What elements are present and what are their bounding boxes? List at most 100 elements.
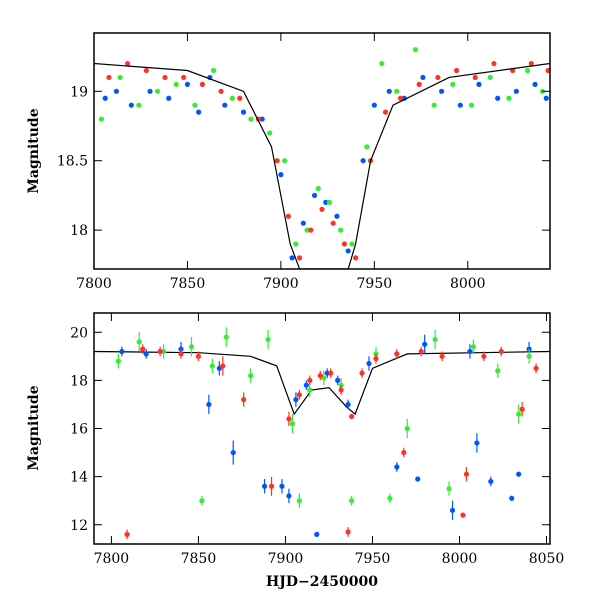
bottom-blue-point (303, 382, 309, 388)
bottom-red-point (348, 413, 355, 420)
bottom-red-point (345, 529, 351, 535)
top-blue-point (439, 88, 445, 94)
top-red-point (125, 60, 131, 67)
bottom-green-point (265, 336, 271, 343)
top-green-point (282, 158, 288, 164)
bottom-panel: 7800 7850 7900 7950 8000 8050 12 14 16 18 20 Magni… (26, 312, 564, 590)
bottom-red-point (394, 351, 400, 357)
bottom-blue-point (286, 493, 292, 499)
top-green-point (154, 88, 161, 94)
bottom-model-curve (94, 350, 550, 416)
top-green-point (524, 67, 531, 74)
bottom-red-point (296, 392, 302, 398)
bottom-green-point (223, 334, 229, 340)
top-blue-point (371, 102, 377, 108)
top-green-point (338, 227, 344, 233)
bottom-red-point (124, 531, 130, 537)
top-red-point (296, 255, 303, 261)
top-green-point (394, 88, 400, 94)
bottom-x-tick-label: 7800 (94, 551, 130, 567)
top-green-point (211, 67, 217, 74)
top-blue-point (532, 81, 538, 87)
top-green-point (229, 95, 235, 101)
top-blue-point (184, 81, 191, 87)
bottom-blue-point (143, 351, 149, 357)
top-x-tick-label: 7900 (263, 276, 299, 292)
top-red-point (341, 241, 348, 247)
bottom-x-tick-label: 8000 (442, 551, 478, 567)
top-blue-point (289, 255, 295, 261)
top-red-point (453, 67, 460, 74)
bottom-green-point (470, 344, 477, 350)
bottom-blue-point (230, 449, 236, 456)
top-blue-point (300, 220, 306, 226)
bottom-red-point (439, 353, 445, 359)
bottom-blue-point (394, 464, 400, 470)
top-blue-point (495, 95, 501, 101)
top-blue-point (323, 199, 329, 205)
bottom-green-point (188, 344, 195, 350)
bottom-red-point (241, 397, 247, 403)
bottom-red-point (157, 348, 163, 355)
top-red-point (143, 67, 149, 74)
top-red-point (353, 255, 359, 261)
bottom-points-layer (115, 327, 539, 540)
top-blue-point (102, 95, 108, 101)
top-x-tick-label: 7800 (76, 276, 112, 292)
bottom-green-point (404, 425, 410, 432)
bottom-x-tick-label: 8050 (529, 551, 565, 567)
top-y-axis-title: Magnitude (26, 108, 42, 193)
bottom-blue-point (422, 341, 428, 347)
bottom-blue-point (206, 401, 212, 408)
bottom-green-point (446, 486, 452, 492)
top-blue-point (543, 95, 549, 101)
top-blue-point (457, 102, 463, 108)
top-green-point (117, 74, 123, 81)
bottom-green-point (136, 339, 142, 345)
bottom-blue-point (335, 377, 341, 383)
top-y-tick-label: 18 (70, 223, 88, 239)
top-green-point (267, 130, 273, 136)
bottom-red-point (307, 377, 313, 383)
bottom-y-axis-title: Magnitude (26, 385, 42, 470)
top-x-tick-label: 7850 (170, 276, 206, 292)
top-blue-point (345, 248, 351, 254)
bottom-red-point (373, 356, 379, 362)
bottom-ticks: 7800 7850 7900 7950 8000 8050 12 14 16 18 20 (70, 313, 564, 567)
bottom-blue-point (279, 483, 285, 489)
bottom-red-point (220, 363, 226, 369)
bottom-green-point (296, 498, 302, 504)
bottom-red-point (460, 512, 466, 518)
bottom-y-tick-label: 12 (70, 518, 88, 534)
top-blue-point (222, 102, 228, 108)
top-red-point (382, 109, 389, 115)
top-blue-point (311, 192, 318, 199)
top-plot-area (94, 47, 550, 269)
top-red-point (416, 81, 422, 87)
top-green-point (98, 116, 105, 122)
top-red-point (472, 74, 478, 81)
top-green-point (364, 144, 370, 150)
bottom-blue-point (474, 440, 480, 446)
top-blue-point (196, 109, 202, 115)
bottom-plot-area (94, 327, 550, 540)
bottom-blue-point (467, 348, 473, 355)
bottom-red-point (359, 370, 365, 376)
bottom-red-point (328, 370, 334, 376)
top-points-layer (98, 47, 550, 261)
top-blue-point (513, 88, 519, 94)
top-blue-point (113, 88, 120, 94)
top-green-point (326, 199, 333, 205)
top-red-point (106, 74, 112, 81)
bottom-red-point (317, 372, 323, 379)
bottom-green-point (115, 358, 121, 364)
top-green-point (450, 81, 456, 87)
top-blue-point (147, 88, 153, 94)
top-blue-point (259, 116, 265, 122)
top-red-point (199, 81, 205, 87)
top-blue-point (240, 109, 247, 115)
top-green-point (315, 185, 321, 192)
bottom-green-point (307, 387, 313, 393)
top-red-point (545, 67, 550, 74)
top-red-point (308, 227, 314, 233)
